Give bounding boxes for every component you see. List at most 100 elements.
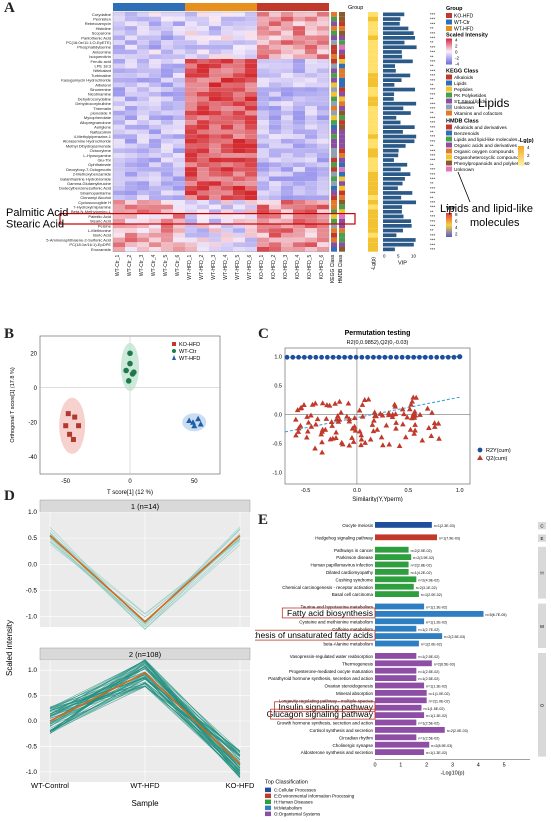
heatmap-cell bbox=[161, 176, 173, 182]
heatmap-cell bbox=[197, 228, 209, 233]
heatmap-cell bbox=[305, 35, 317, 41]
q2-point bbox=[333, 429, 339, 435]
heatmap-cell bbox=[137, 209, 149, 215]
heatmap-cell bbox=[245, 68, 257, 74]
heatmap-cell bbox=[185, 232, 197, 238]
ellipse-wt-ctr bbox=[121, 343, 139, 392]
legend-text: E:Environmental Information Processing bbox=[274, 794, 355, 799]
kegg-class-cell bbox=[331, 73, 337, 78]
significance-label: *** bbox=[430, 158, 436, 163]
vip-bar bbox=[383, 139, 415, 144]
heatmap-cell bbox=[125, 167, 137, 172]
heatmap-cell bbox=[257, 124, 269, 130]
metabolite-label: Enoxamide bbox=[91, 247, 112, 252]
heatmap-cell bbox=[173, 157, 185, 163]
callout-lipids: Lipids bbox=[478, 96, 509, 110]
heatmap-cell bbox=[221, 204, 233, 210]
heatmap-cell bbox=[221, 218, 233, 224]
y-tick: -1.0 bbox=[273, 470, 282, 476]
heatmap-cell bbox=[317, 247, 329, 252]
heatmap-cell bbox=[173, 153, 185, 158]
heatmap-cell bbox=[185, 16, 197, 22]
vip-bar bbox=[383, 228, 403, 233]
heatmap-cell bbox=[209, 77, 221, 83]
r2-point bbox=[388, 354, 394, 360]
vip-bar bbox=[383, 120, 401, 125]
legend-title: HMDB Class bbox=[446, 119, 479, 125]
heatmap-cell bbox=[221, 162, 233, 168]
heatmap-cell bbox=[149, 110, 161, 116]
heatmap-cell bbox=[113, 181, 125, 186]
heatmap-cell bbox=[161, 82, 173, 88]
heatmap-cell bbox=[245, 176, 257, 182]
heatmap-cell bbox=[113, 223, 125, 229]
heatmap-cell bbox=[161, 73, 173, 78]
pathway-label: Cortisol synthesis and secretion bbox=[309, 728, 373, 733]
heatmap-cell bbox=[137, 153, 149, 158]
lgp-cell bbox=[368, 228, 378, 233]
heatmap-cell bbox=[161, 148, 173, 153]
x-tick: WT-Control bbox=[31, 781, 69, 790]
significance-label: *** bbox=[430, 101, 436, 106]
heatmap-cell bbox=[197, 26, 209, 31]
heatmap-cell bbox=[137, 242, 149, 247]
enrichment-bar bbox=[375, 667, 417, 674]
heatmap-cell bbox=[281, 91, 293, 97]
heatmap-cell bbox=[293, 157, 305, 163]
heatmap-cell bbox=[233, 195, 245, 200]
kegg-class-cell bbox=[331, 16, 337, 22]
heatmap-cell bbox=[293, 204, 305, 210]
heatmap-cell bbox=[317, 101, 329, 106]
heatmap-cell bbox=[305, 54, 317, 59]
significance-label: *** bbox=[430, 73, 436, 78]
heatmap-cell bbox=[221, 106, 233, 111]
heatmap-cell bbox=[269, 115, 281, 121]
kegg-class-cell bbox=[331, 44, 337, 50]
y-tick: 1.0 bbox=[274, 355, 282, 361]
heatmap-cell bbox=[245, 232, 257, 238]
heatmap-cell bbox=[293, 82, 305, 88]
heatmap-cell bbox=[317, 68, 329, 74]
vip-bar bbox=[383, 78, 402, 82]
q2-point bbox=[399, 406, 406, 412]
heatmap-cell bbox=[221, 185, 233, 191]
heatmap-cell bbox=[233, 101, 245, 106]
r2-point bbox=[359, 354, 365, 360]
heatmap-cell bbox=[317, 54, 329, 59]
heatmap-cell bbox=[209, 195, 221, 200]
metabolite-label: Stearic Acid bbox=[90, 219, 111, 224]
metabolite-label: PC(16:0e/11:1;O-EpETE) bbox=[66, 40, 112, 45]
heatmap-cell bbox=[305, 190, 317, 196]
heatmap-cell bbox=[149, 190, 161, 196]
heatmap-cell bbox=[293, 96, 305, 102]
heatmap-cell bbox=[197, 232, 209, 238]
heatmap-cell bbox=[281, 237, 293, 243]
heatmap-cell bbox=[221, 223, 233, 229]
callout-lipidlike-1: Lipids and lipid-like bbox=[440, 203, 533, 215]
highlight-box bbox=[274, 701, 376, 713]
heatmap-cell bbox=[233, 218, 245, 224]
heatmap-cell bbox=[173, 68, 185, 74]
heatmap-cell bbox=[113, 115, 125, 121]
enrichment-bar bbox=[375, 534, 437, 541]
hmdb-class-cell bbox=[339, 190, 345, 196]
heatmap-cell bbox=[173, 110, 185, 116]
heatmap-cell bbox=[317, 185, 329, 191]
heatmap-cell bbox=[185, 162, 197, 168]
heatmap-cell bbox=[245, 218, 257, 224]
legend-text: WT-Ctr bbox=[179, 349, 197, 355]
q2-point bbox=[324, 402, 330, 408]
enrichment-bar bbox=[375, 727, 445, 733]
point-wt-ctr bbox=[123, 367, 129, 374]
q2-point bbox=[305, 428, 311, 434]
hmdb-class-cell bbox=[339, 16, 345, 22]
metabolite-label: Dodecylbenzenesulfonic Acid bbox=[59, 186, 111, 191]
kegg-class-cell bbox=[331, 195, 337, 200]
heatmap-cell bbox=[221, 171, 233, 177]
q2-point bbox=[378, 434, 385, 440]
heatmap-cell bbox=[257, 30, 269, 36]
bar-annotation: n=2(3.1E-02) bbox=[416, 586, 437, 590]
legend-text: Alkaloids and derivatives bbox=[454, 125, 507, 131]
heatmap-cell bbox=[149, 129, 161, 135]
q2-point bbox=[412, 421, 418, 427]
